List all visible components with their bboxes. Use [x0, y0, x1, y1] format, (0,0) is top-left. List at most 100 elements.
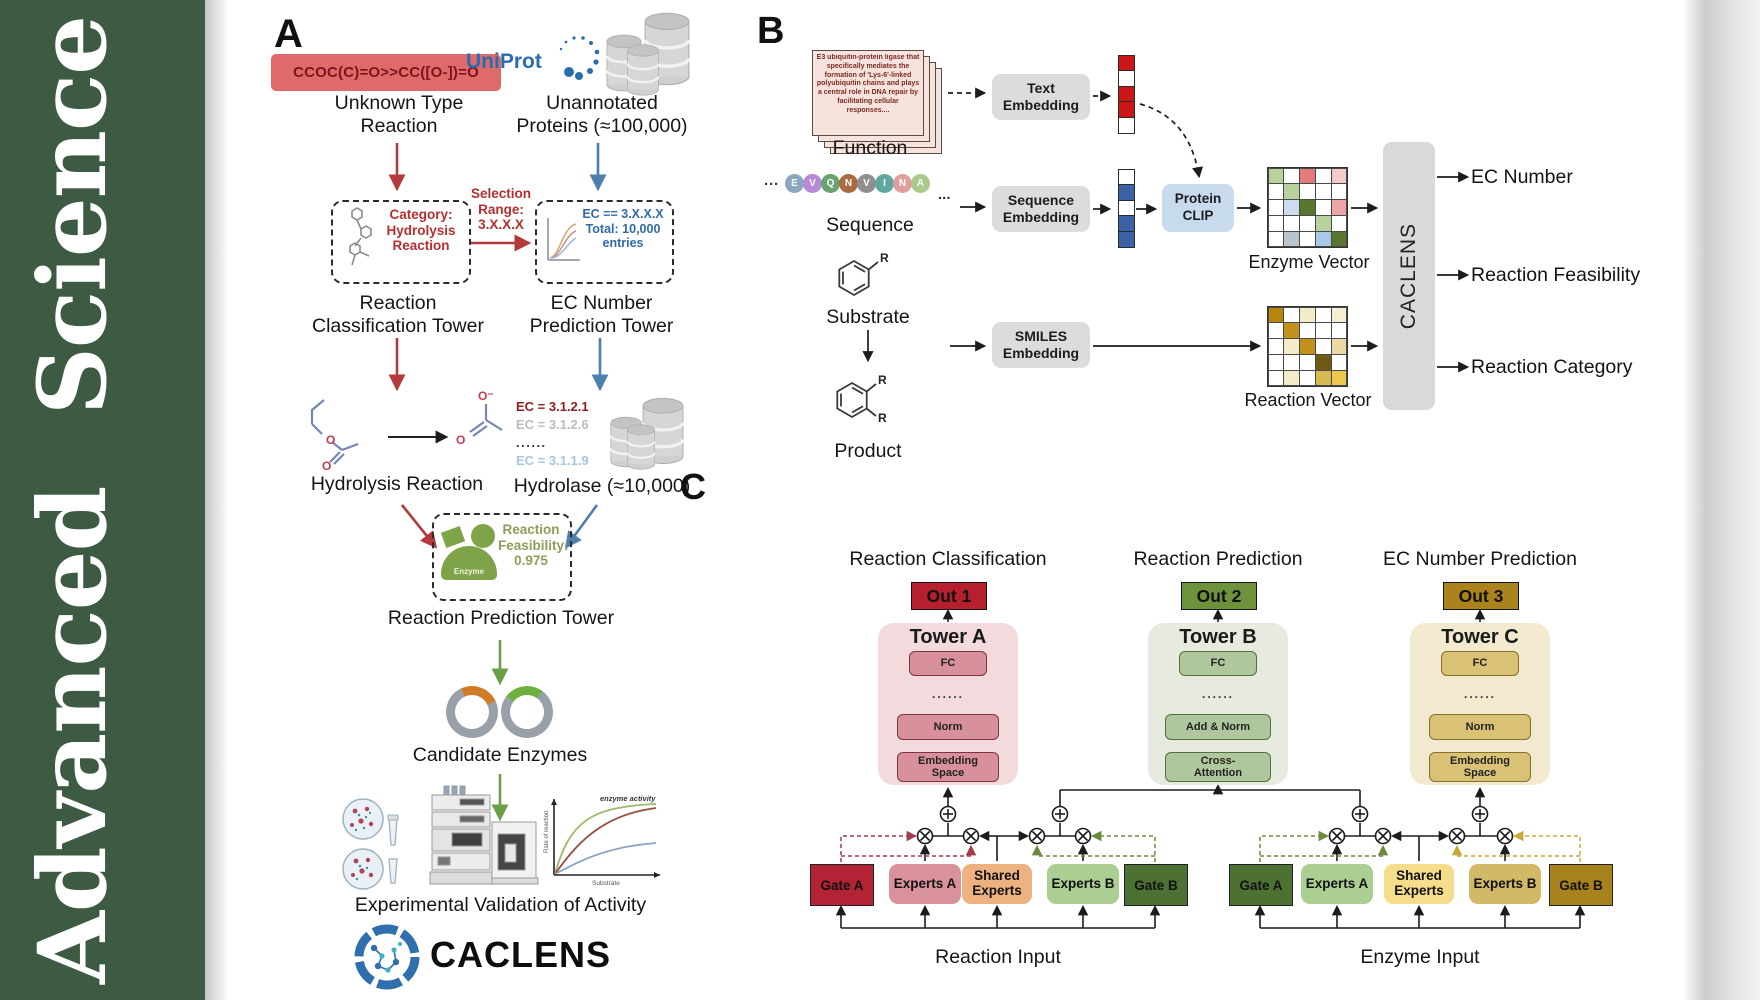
product-r2-group: R: [878, 411, 887, 425]
tower-b-name: Tower B: [1179, 626, 1257, 648]
output-reaction-category: Reaction Category: [1471, 356, 1633, 378]
ec-result-ellipsis: ......: [516, 434, 547, 450]
out1-box: Out 1: [911, 582, 987, 610]
residue: E: [785, 174, 804, 193]
activity-plot: enzyme activity Rate of reaction Substra…: [544, 794, 660, 887]
ec-result-2: EC = 3.1.2.6: [516, 416, 589, 432]
text-embedding-box: Text Embedding: [992, 74, 1090, 120]
sequence-residues: E V Q N V I N A: [785, 174, 930, 193]
tower-b-title: Reaction Prediction: [1133, 548, 1303, 570]
selection-range-label: Selection Range: 3.X.X.X: [470, 186, 532, 233]
journal-sidebar: Advanced Science: [0, 0, 205, 1000]
feasibility-box: [432, 513, 572, 601]
unknown-reaction-label: Unknown Type Reaction: [334, 92, 464, 137]
enzyme-input-label: Enzyme Input: [1360, 946, 1480, 968]
output-reaction-feasibility: Reaction Feasibility: [1471, 264, 1641, 286]
gate-a-reaction: Gate A: [810, 864, 874, 906]
experts-a-reaction: Experts A: [889, 864, 961, 904]
product-label: Product: [834, 440, 902, 462]
gate-b-reaction: Gate B: [1124, 864, 1188, 906]
ester-o2-atom: O: [322, 459, 331, 473]
tower-a-title: Reaction Classification: [849, 548, 1047, 570]
panel-c-label: C: [680, 466, 706, 507]
sequence-ellipsis-right: ...: [938, 186, 951, 203]
tower-c-name: Tower C: [1441, 626, 1519, 648]
product-r1-group: R: [878, 373, 887, 387]
residue: V: [857, 174, 876, 193]
product-molecule: R R: [836, 373, 887, 425]
hydrolase-label: Hydrolase (≈10,000): [513, 475, 691, 497]
sequence-embedding-box: Sequence Embedding: [992, 186, 1090, 232]
acetate-o-atom: O: [456, 433, 465, 447]
panel-a-label: A: [274, 12, 303, 56]
feasibility-label: Reaction Feasibility: 0.975: [498, 522, 569, 569]
enzyme-icon-label: Enzyme: [453, 567, 485, 576]
petri-dish-icon: [342, 798, 399, 890]
residue: N: [893, 174, 912, 193]
ester-o1-atom: O: [326, 433, 335, 447]
reaction-input-label: Reaction Input: [935, 946, 1061, 968]
substrate-r-group: R: [880, 251, 889, 265]
page-edge-shadow-right: [1682, 0, 1760, 1000]
out3-box: Out 3: [1443, 582, 1519, 610]
database-stack-icon-2: [610, 396, 684, 470]
tower-c-embedding-space: Embedding Space: [1429, 752, 1531, 782]
tower-c-dots: ......: [1463, 687, 1496, 701]
tower-b: Tower B FC ...... Add & Norm Cross- Atte…: [1148, 623, 1288, 785]
molecule-scribble-icon: [349, 207, 372, 266]
plot-annotation: enzyme activity: [600, 794, 656, 803]
tower-b-fc: FC: [1179, 651, 1257, 676]
caclens-logo-icon: [354, 924, 420, 990]
reaction-vector-grid: [1267, 306, 1348, 387]
reaction-vector-label: Reaction Vector: [1244, 390, 1372, 410]
residue: N: [839, 174, 858, 193]
substrate-label: Substrate: [826, 306, 910, 328]
ec-filter-label: EC == 3.X.X.X Total: 10,000 entries: [582, 207, 664, 250]
caclens-logo-text: CACLENS: [430, 934, 612, 975]
function-card-text: E3 ubiquitin-protein ligase that specifi…: [816, 54, 920, 114]
caclens-model-label: CACLENS: [1397, 222, 1420, 330]
enzyme-vector-grid: [1267, 167, 1348, 248]
tower-a-fc: FC: [909, 651, 987, 676]
caclens-model-box: CACLENS: [1383, 142, 1435, 410]
tower-a-embedding-space: Embedding Space: [897, 752, 999, 782]
gate-a-enzyme: Gate A: [1229, 864, 1293, 906]
ester-molecule: O O: [310, 399, 359, 473]
plot-ylabel: Rate of reaction: [544, 811, 550, 853]
enzyme-icon: Enzyme: [440, 524, 499, 582]
tower-a: Tower A FC ...... Norm Embedding Space: [878, 623, 1018, 785]
residue: V: [803, 174, 822, 193]
hydrolysis-reaction-label: Hydrolysis Reaction: [310, 473, 484, 495]
tower-b-add-norm: Add & Norm: [1165, 714, 1271, 740]
shared-experts-reaction: Shared Experts: [962, 864, 1032, 904]
sequence-label: Sequence: [826, 214, 914, 236]
ec-result-1: EC = 3.1.2.1: [516, 399, 589, 414]
acetate-molecule: O⁻ O: [456, 389, 503, 447]
substrate-molecule: R: [838, 251, 889, 297]
panel-b-label: B: [757, 10, 785, 52]
ec-result-list: EC = 3.1.2.1 EC = 3.1.2.6 ...... EC = 3.…: [516, 398, 589, 470]
function-card: E3 ubiquitin-protein ligase that specifi…: [812, 50, 924, 136]
page-edge-shadow-left: [205, 0, 239, 1000]
ec-tower-label: EC Number Prediction Tower: [529, 292, 674, 337]
tower-c-norm: Norm: [1429, 714, 1531, 740]
tower-a-name: Tower A: [909, 626, 987, 648]
candidate-enzymes-label: Candidate Enzymes: [412, 744, 588, 766]
smiles-embedding-box: SMILES Embedding: [992, 322, 1090, 368]
plot-xlabel: Substrate: [592, 880, 620, 887]
prediction-tower-label: Reaction Prediction Tower: [387, 607, 615, 629]
residue: A: [911, 174, 930, 193]
text-embedding-vector: [1118, 54, 1135, 135]
uniprot-swirl-icon: [559, 36, 600, 80]
residue: I: [875, 174, 894, 193]
tower-c: Tower C FC ...... Norm Embedding Space: [1410, 623, 1550, 785]
gate-b-enzyme: Gate B: [1549, 864, 1613, 906]
tower-a-dots: ......: [931, 687, 964, 701]
function-label: Function: [832, 137, 908, 159]
out2-box: Out 2: [1181, 582, 1257, 610]
unannotated-proteins-label: Unannotated Proteins (≈100,000): [516, 92, 688, 137]
ec-result-3: EC = 3.1.1.9: [516, 452, 589, 468]
enzyme-vector-label: Enzyme Vector: [1248, 252, 1370, 272]
experts-a-enzyme: Experts A: [1301, 864, 1373, 904]
